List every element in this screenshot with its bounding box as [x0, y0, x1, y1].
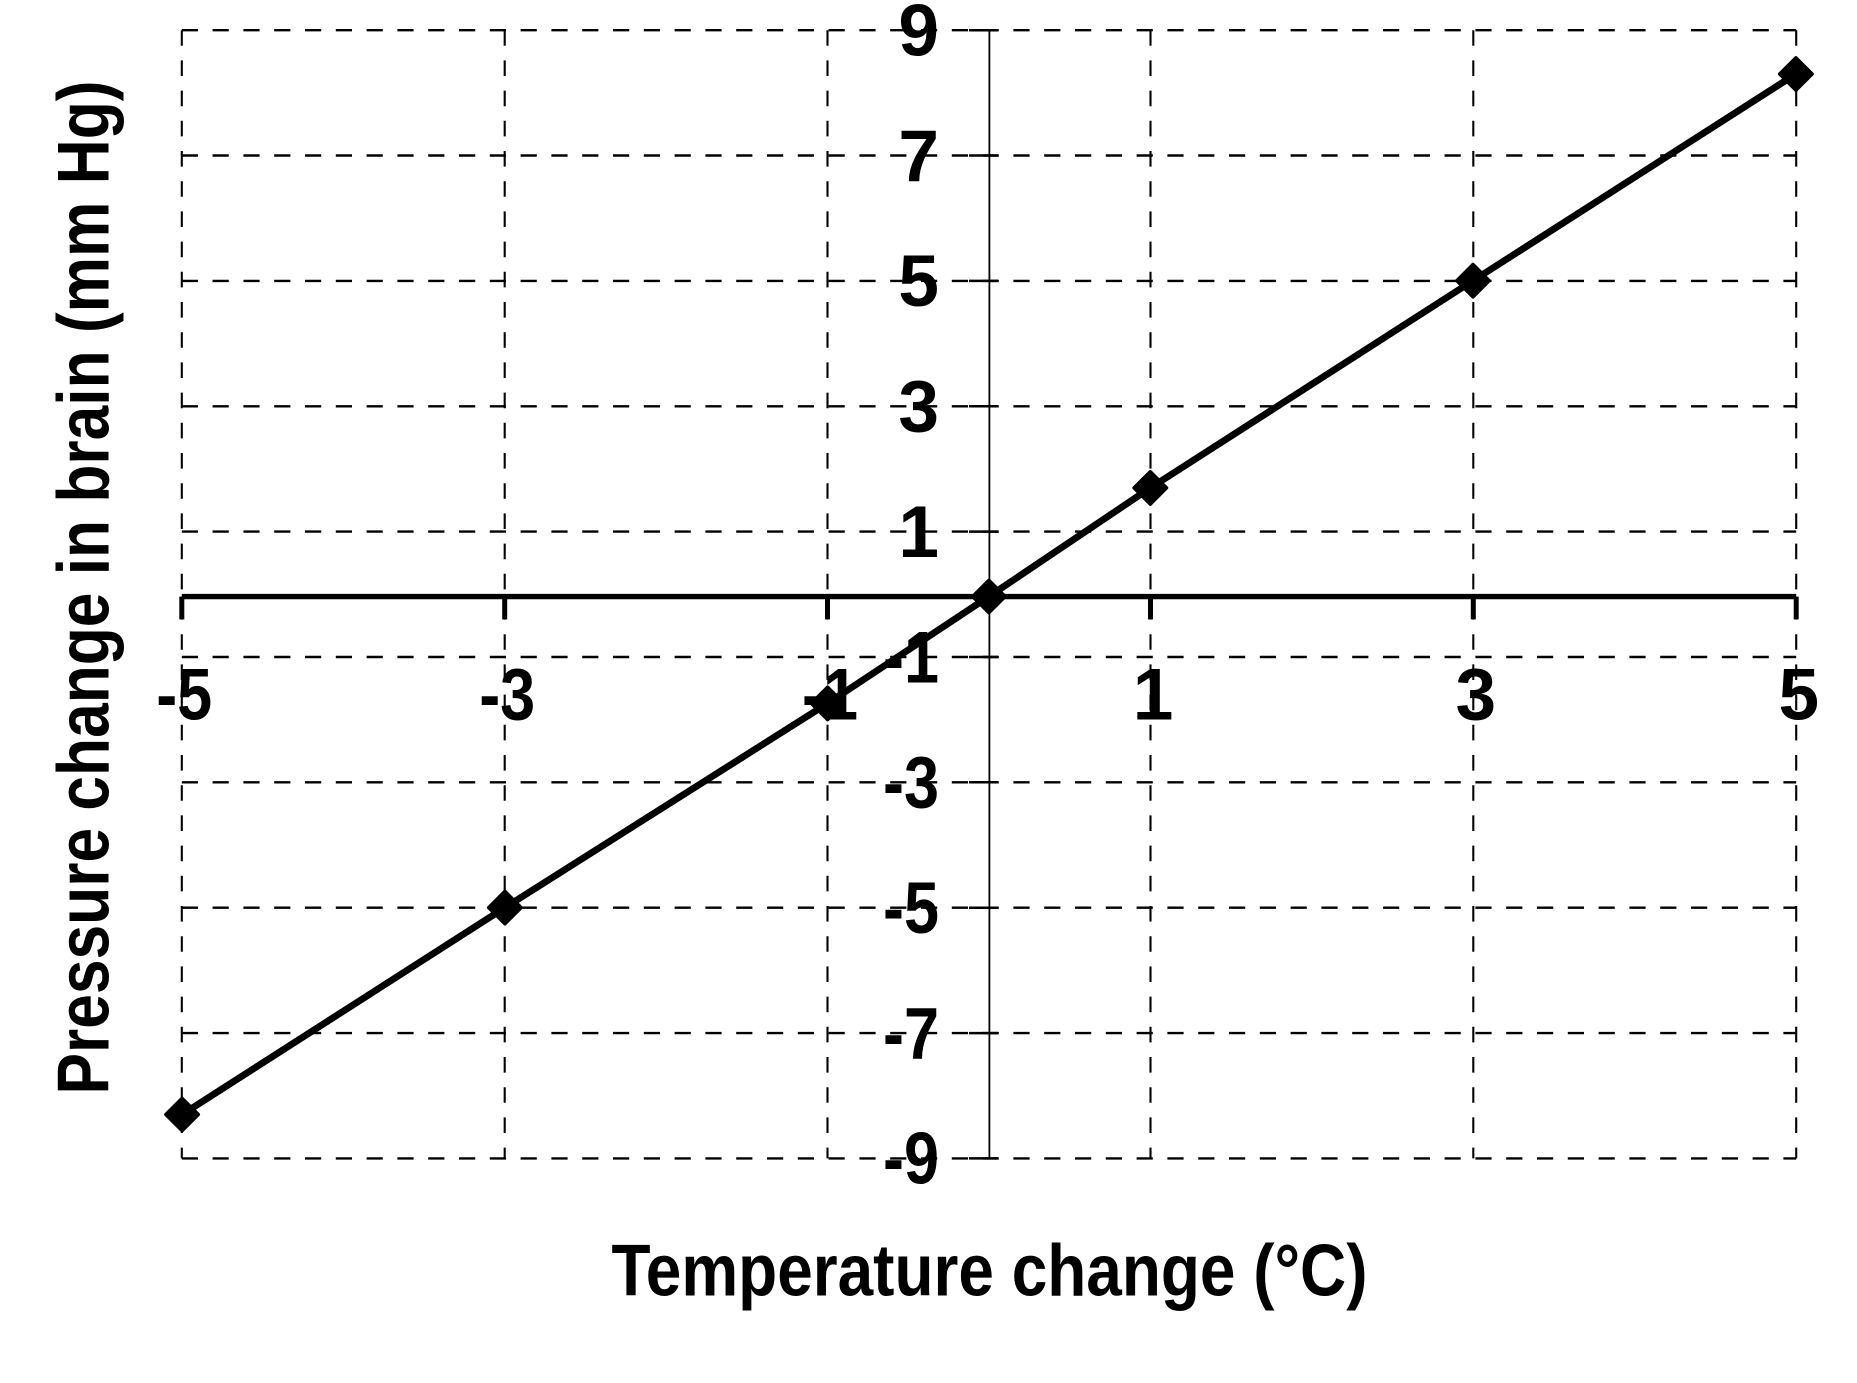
svg-text:5: 5	[1778, 655, 1819, 736]
svg-text:3: 3	[898, 367, 939, 448]
svg-text:-5: -5	[156, 655, 212, 736]
svg-text:-3: -3	[883, 743, 939, 824]
svg-text:Temperature change (°C): Temperature change (°C)	[612, 1231, 1368, 1312]
svg-text:5: 5	[898, 241, 939, 322]
svg-text:-1: -1	[802, 655, 858, 736]
svg-text:9: 9	[898, 0, 939, 72]
svg-text:1: 1	[898, 492, 939, 573]
svg-text:-9: -9	[883, 1119, 939, 1200]
svg-text:-3: -3	[479, 655, 535, 736]
svg-text:3: 3	[1455, 655, 1496, 736]
svg-text:1: 1	[1133, 655, 1174, 736]
svg-text:-7: -7	[883, 993, 939, 1074]
svg-text:-1: -1	[883, 617, 939, 698]
svg-text:7: 7	[898, 116, 939, 197]
svg-text:-5: -5	[883, 868, 939, 949]
svg-text:Pressure change in brain (mm H: Pressure change in brain (mm Hg)	[44, 81, 125, 1095]
